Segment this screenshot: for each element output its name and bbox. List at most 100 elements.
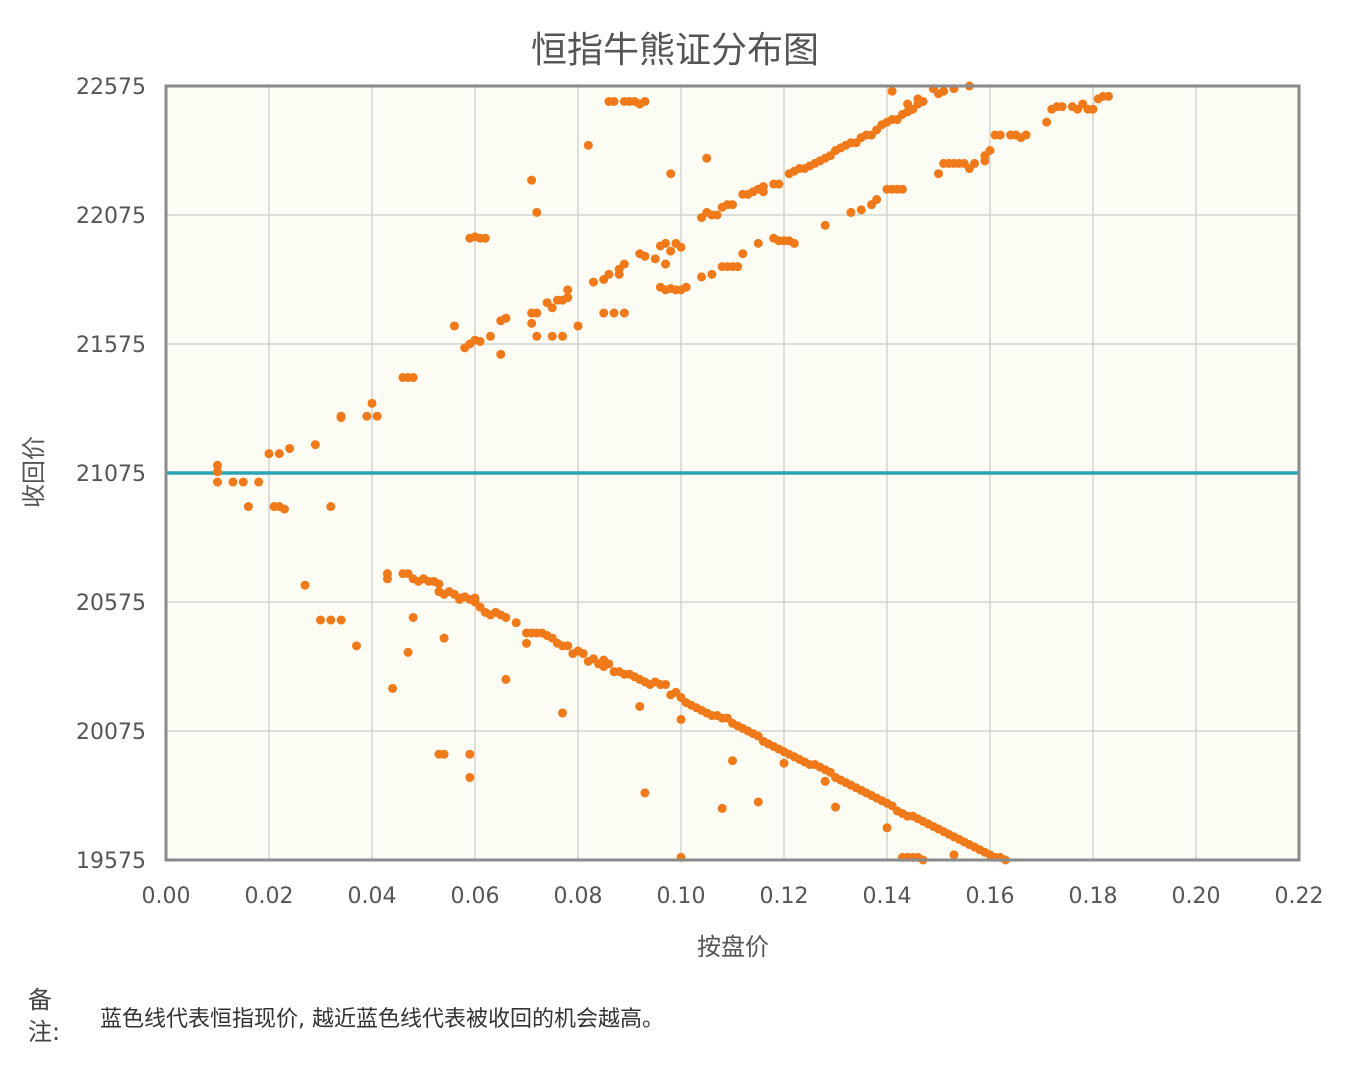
data-point	[970, 158, 980, 168]
data-point	[666, 246, 676, 256]
y-axis-label: 收回价	[20, 436, 48, 508]
data-point	[738, 249, 748, 259]
data-point	[640, 251, 650, 261]
data-point	[774, 179, 784, 189]
data-points	[213, 81, 1113, 865]
data-point	[439, 633, 449, 643]
scatter-chart: 恒指牛熊证分布图 0.00 0.02 0.04 0.06 0.08 0.10 0.12 0.1…	[20, 30, 1324, 961]
data-point	[676, 242, 686, 252]
data-point	[820, 220, 830, 230]
data-point	[1021, 130, 1031, 140]
x-tick-label: 0.06	[451, 884, 500, 909]
data-point	[697, 272, 707, 282]
data-point	[547, 331, 557, 341]
data-point	[949, 850, 959, 860]
data-point	[336, 615, 346, 625]
data-point	[213, 460, 222, 470]
data-point	[903, 99, 913, 109]
data-point	[887, 86, 897, 96]
data-point	[367, 398, 377, 408]
note-label: 备注:	[28, 986, 61, 1046]
x-tick-label: 0.02	[245, 884, 294, 909]
data-point	[470, 593, 480, 603]
y-tick-label: 21575	[76, 333, 146, 358]
data-point	[707, 269, 717, 279]
x-tick-label: 0.08	[554, 884, 603, 909]
data-point	[609, 308, 619, 318]
data-point	[480, 233, 490, 243]
data-point	[619, 259, 629, 269]
data-point	[563, 641, 573, 651]
data-point	[336, 411, 346, 421]
data-point	[501, 674, 511, 684]
data-point	[856, 205, 866, 215]
data-point	[522, 638, 531, 648]
data-point	[753, 797, 763, 807]
data-point	[779, 758, 789, 768]
y-tick-label: 21075	[76, 462, 146, 487]
data-point	[310, 440, 320, 450]
data-point	[872, 195, 882, 205]
data-point	[449, 321, 459, 331]
data-point	[254, 477, 264, 487]
y-tick-label: 22575	[76, 75, 146, 100]
x-tick-label: 0.22	[1275, 884, 1324, 909]
chart-note: 备注: 蓝色线代表恒指现价, 越近蓝色线代表被收回的机会越高。	[28, 984, 1328, 1054]
x-tick-label: 0.14	[863, 884, 912, 909]
x-tick-label: 0.20	[1172, 884, 1221, 909]
data-point	[666, 169, 676, 179]
data-point	[588, 277, 598, 287]
data-point	[758, 182, 768, 192]
data-point	[511, 618, 521, 628]
y-tick-label: 20075	[76, 720, 146, 745]
chart-title: 恒指牛熊证分布图	[531, 30, 819, 71]
data-point	[681, 282, 691, 292]
x-axis-label: 按盘价	[697, 933, 769, 961]
data-point	[635, 701, 645, 711]
data-point	[846, 207, 856, 217]
data-point	[650, 254, 660, 264]
x-tick-label: 0.16	[966, 884, 1015, 909]
data-point	[238, 477, 248, 487]
data-point	[728, 756, 737, 766]
data-point	[573, 321, 583, 331]
data-point	[316, 615, 325, 625]
x-axis-ticks: 0.00 0.02 0.04 0.06 0.08 0.10 0.12 0.14 0.16 0.18…	[142, 884, 1324, 909]
data-point	[547, 303, 557, 313]
data-point	[1042, 117, 1052, 127]
data-point	[532, 308, 542, 318]
data-point	[228, 477, 238, 487]
data-point	[897, 184, 907, 194]
data-point	[501, 612, 511, 622]
data-point	[1088, 104, 1098, 114]
data-point	[279, 504, 289, 514]
data-point	[465, 749, 475, 759]
data-point	[609, 96, 619, 106]
data-point	[388, 683, 398, 693]
x-tick-label: 0.18	[1069, 884, 1118, 909]
data-point	[300, 580, 310, 590]
data-point	[599, 655, 609, 665]
data-point	[640, 96, 650, 106]
data-point	[676, 714, 686, 724]
y-tick-label: 20575	[76, 591, 146, 616]
x-tick-label: 0.00	[142, 884, 191, 909]
data-point	[789, 238, 799, 248]
data-point	[753, 238, 763, 248]
y-tick-label: 19575	[76, 849, 146, 874]
note-text: 蓝色线代表恒指现价, 越近蓝色线代表被收回的机会越高。	[100, 1007, 664, 1032]
data-point	[563, 293, 573, 303]
data-point	[1057, 102, 1067, 112]
data-point	[475, 336, 485, 346]
data-point	[702, 153, 712, 163]
data-point	[661, 680, 671, 690]
data-point	[831, 802, 840, 812]
data-point	[578, 649, 588, 659]
data-point	[604, 269, 614, 279]
data-point	[285, 443, 295, 453]
data-point	[939, 86, 949, 96]
data-point	[640, 788, 650, 798]
data-point	[558, 331, 568, 341]
data-point	[264, 449, 274, 459]
data-point	[382, 574, 392, 584]
